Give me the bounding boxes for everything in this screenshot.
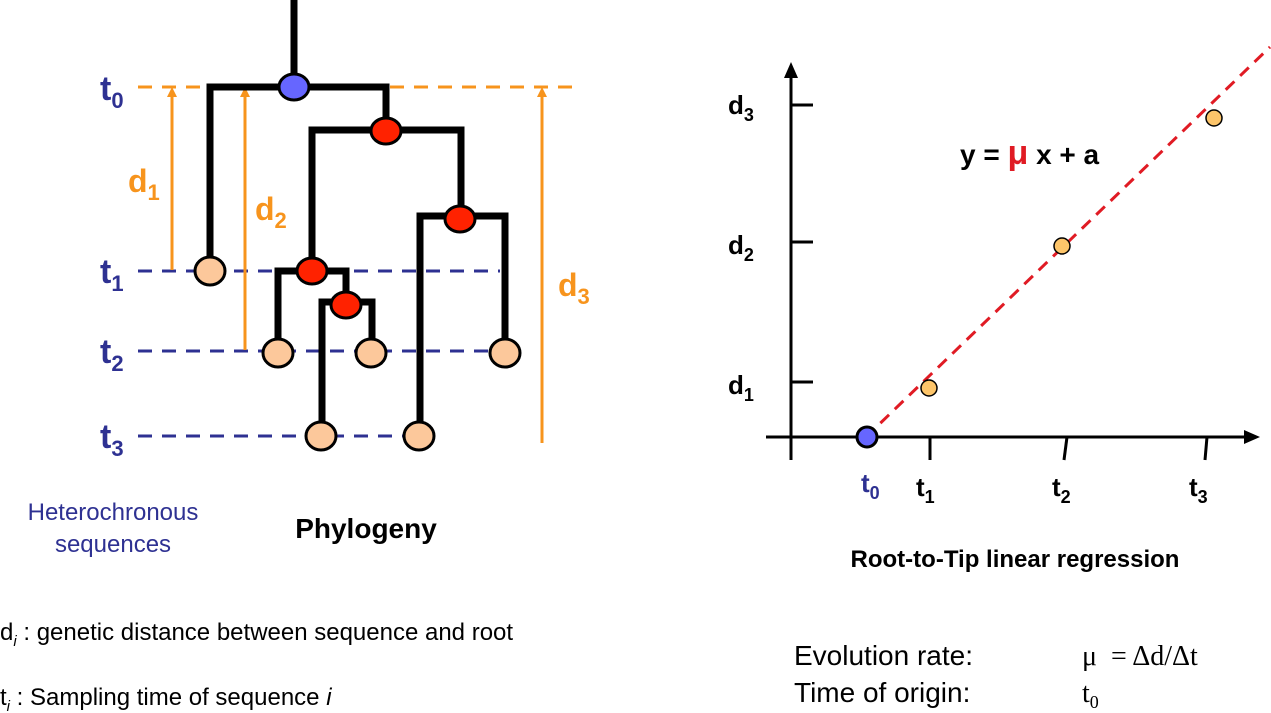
internal-node (295, 256, 329, 286)
y-tick-label-d1: d1 (728, 370, 754, 405)
tip-node (354, 337, 388, 369)
data-point (1053, 237, 1071, 255)
internal-node (443, 204, 477, 234)
distance-labels: d1 d2 d3 (128, 163, 590, 309)
tree-nodes (193, 72, 522, 452)
d1-label: d1 (128, 163, 160, 205)
d3-label: d3 (558, 267, 590, 309)
node-b-split (416, 212, 509, 436)
regression-x-ticks: t0 t1 t2 t3 (861, 468, 1208, 507)
x-tick-label-t1: t1 (916, 472, 935, 507)
x-tick-t2 (1062, 436, 1069, 461)
x-tick-t3 (1203, 436, 1209, 461)
tip-node (402, 420, 436, 452)
regression-title: Root-to-Tip linear regression (851, 546, 1180, 573)
regression-equation: y = μ x + a (960, 134, 1100, 172)
origin-value: t0 (1082, 678, 1099, 712)
d2-label: d2 (255, 191, 287, 233)
t2-label: t2 (100, 333, 124, 376)
y-tick-label-d2: d2 (728, 230, 754, 265)
regression-y-ticks: d1 d2 d3 (728, 90, 754, 405)
tip-node (488, 337, 522, 369)
distance-arrows (167, 87, 547, 443)
data-point (1205, 109, 1223, 127)
regression-points (855, 109, 1223, 449)
t3-label: t3 (100, 418, 124, 461)
tip-node (261, 337, 295, 369)
internal-node (329, 290, 363, 320)
node-d-split (318, 298, 376, 436)
x-tick-label-t3: t3 (1189, 472, 1208, 507)
side-label-line1: Heterochronous (28, 499, 199, 526)
origin-label: Time of origin: (794, 677, 970, 708)
origin-point (855, 425, 879, 449)
t-definition: ti : Sampling time of sequence i (0, 684, 332, 713)
d-definition: di : genetic distance between sequence a… (0, 619, 513, 650)
phylogeny-title: Phylogeny (295, 513, 437, 544)
data-point (920, 379, 938, 397)
x-axis-arrowhead (1244, 430, 1260, 444)
rate-value: μ = Δd/Δt (1082, 641, 1198, 672)
t1-label: t1 (100, 253, 124, 296)
internal-node (369, 116, 403, 146)
x-tick-label-t0: t0 (861, 468, 880, 503)
x-tick-label-t2: t2 (1052, 472, 1071, 507)
y-axis-arrowhead (784, 62, 798, 78)
tip-node (304, 420, 338, 452)
tip-node (193, 255, 227, 287)
side-label-line2: sequences (55, 531, 171, 558)
rate-label: Evolution rate: (794, 640, 973, 671)
root-node (277, 72, 311, 102)
node-a-split (308, 126, 465, 270)
regression-axes (766, 76, 1246, 461)
root-split (206, 83, 390, 258)
time-labels: t0 t1 t2 t3 (100, 70, 124, 461)
t0-label: t0 (100, 70, 124, 113)
y-tick-label-d3: d3 (728, 90, 754, 125)
